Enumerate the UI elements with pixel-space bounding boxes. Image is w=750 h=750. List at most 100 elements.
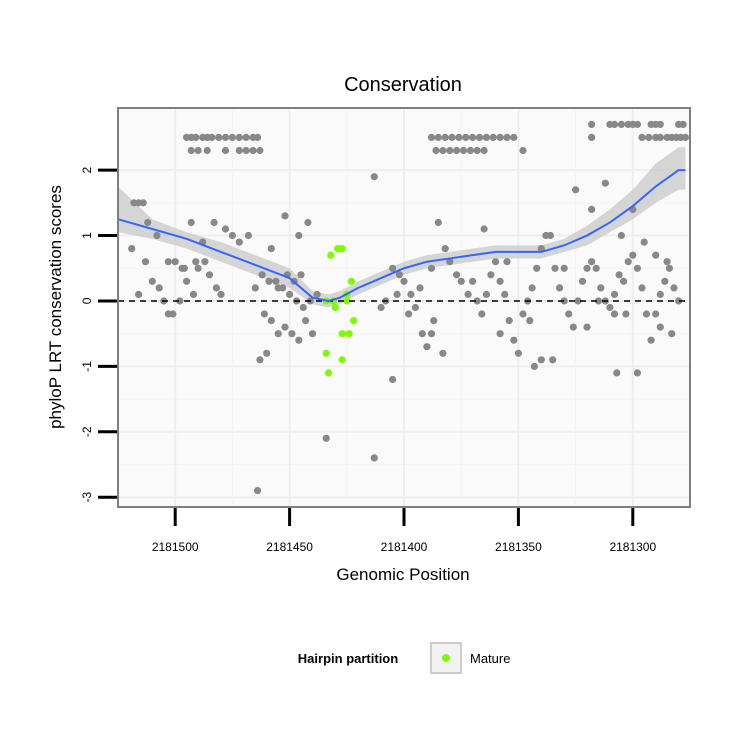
- other-point: [656, 133, 664, 141]
- mature-point: [350, 317, 358, 325]
- other-point: [622, 310, 630, 318]
- other-point: [620, 277, 628, 285]
- other-point: [496, 133, 504, 141]
- other-point: [411, 303, 419, 312]
- other-point: [588, 258, 596, 266]
- mature-point: [338, 245, 346, 253]
- other-point: [675, 297, 683, 305]
- x-tick-label: 2181450: [266, 540, 313, 554]
- other-point: [519, 310, 527, 318]
- other-point: [242, 133, 250, 141]
- other-point: [503, 133, 511, 141]
- other-point: [478, 310, 486, 318]
- x-tick-label: 2181400: [381, 540, 428, 554]
- other-point: [189, 290, 198, 298]
- other-point: [503, 258, 511, 266]
- other-point: [597, 284, 605, 292]
- other-point: [448, 133, 456, 141]
- y-tick-label: 2: [80, 166, 94, 173]
- other-point: [501, 290, 509, 298]
- other-point: [661, 277, 669, 285]
- other-point: [505, 317, 513, 325]
- other-point: [265, 277, 273, 285]
- other-point: [652, 310, 660, 318]
- axis-group: -3 -2 -1 0 1 2 2181500 2181450 2181400 2181350 218…: [80, 107, 691, 554]
- panel-border: [117, 107, 691, 508]
- legend-label-mature: Mature: [470, 651, 510, 666]
- other-point: [663, 258, 671, 266]
- other-point: [439, 146, 447, 155]
- other-point: [148, 277, 156, 285]
- other-point: [638, 133, 646, 141]
- other-point: [192, 258, 200, 266]
- other-point: [217, 290, 225, 298]
- other-point: [610, 310, 619, 318]
- other-point: [617, 120, 626, 128]
- other-point: [624, 258, 632, 266]
- other-point: [228, 133, 236, 141]
- other-point: [482, 290, 490, 298]
- other-point: [551, 264, 559, 272]
- other-point: [560, 264, 568, 272]
- other-point: [263, 349, 271, 357]
- x-tick-label: 2181500: [152, 540, 199, 554]
- other-point: [192, 133, 200, 141]
- other-point: [441, 133, 449, 141]
- smooth-line: [117, 169, 686, 302]
- other-point: [665, 264, 674, 272]
- other-point: [135, 290, 143, 298]
- other-point: [228, 231, 236, 240]
- other-point: [249, 146, 257, 155]
- other-point: [647, 336, 655, 344]
- other-point: [588, 120, 596, 128]
- mature-point: [343, 297, 351, 305]
- smooth-line-group: [117, 169, 690, 302]
- legend-mature-marker: [442, 654, 450, 662]
- other-point: [480, 146, 488, 155]
- other-point: [212, 284, 220, 292]
- other-point: [642, 310, 651, 318]
- other-point: [267, 245, 275, 253]
- other-point: [313, 290, 321, 298]
- other-point: [592, 264, 600, 272]
- y-tick-label: 0: [80, 297, 94, 304]
- other-point: [235, 146, 243, 155]
- other-point: [139, 199, 147, 207]
- other-point: [187, 146, 195, 155]
- other-point: [482, 133, 490, 141]
- other-point: [496, 330, 504, 338]
- other-point: [416, 284, 424, 292]
- other-point: [530, 362, 539, 370]
- other-point: [370, 454, 378, 462]
- other-point: [480, 225, 488, 233]
- other-point: [393, 290, 401, 298]
- other-point: [251, 284, 259, 292]
- other-point: [489, 133, 497, 141]
- mature-point: [327, 251, 335, 259]
- other-point: [556, 284, 564, 292]
- other-point: [187, 218, 195, 227]
- mature-point: [331, 303, 339, 312]
- other-point: [656, 120, 664, 128]
- other-point: [423, 343, 431, 351]
- other-point: [235, 238, 243, 246]
- other-point: [221, 133, 230, 141]
- other-point: [389, 375, 397, 384]
- other-point: [208, 133, 216, 141]
- other-point: [583, 323, 591, 331]
- other-point: [652, 251, 660, 259]
- other-point: [638, 284, 646, 292]
- other-point: [244, 231, 252, 240]
- other-point: [560, 297, 568, 305]
- other-point: [610, 290, 619, 298]
- other-point: [572, 186, 580, 194]
- other-point: [180, 264, 188, 272]
- other-point: [473, 297, 481, 305]
- mature-point: [338, 330, 346, 338]
- other-point: [469, 277, 477, 285]
- other-point: [640, 238, 648, 246]
- other-point: [606, 303, 614, 312]
- other-point: [194, 146, 202, 155]
- other-point: [453, 271, 461, 279]
- mature-point: [338, 356, 346, 364]
